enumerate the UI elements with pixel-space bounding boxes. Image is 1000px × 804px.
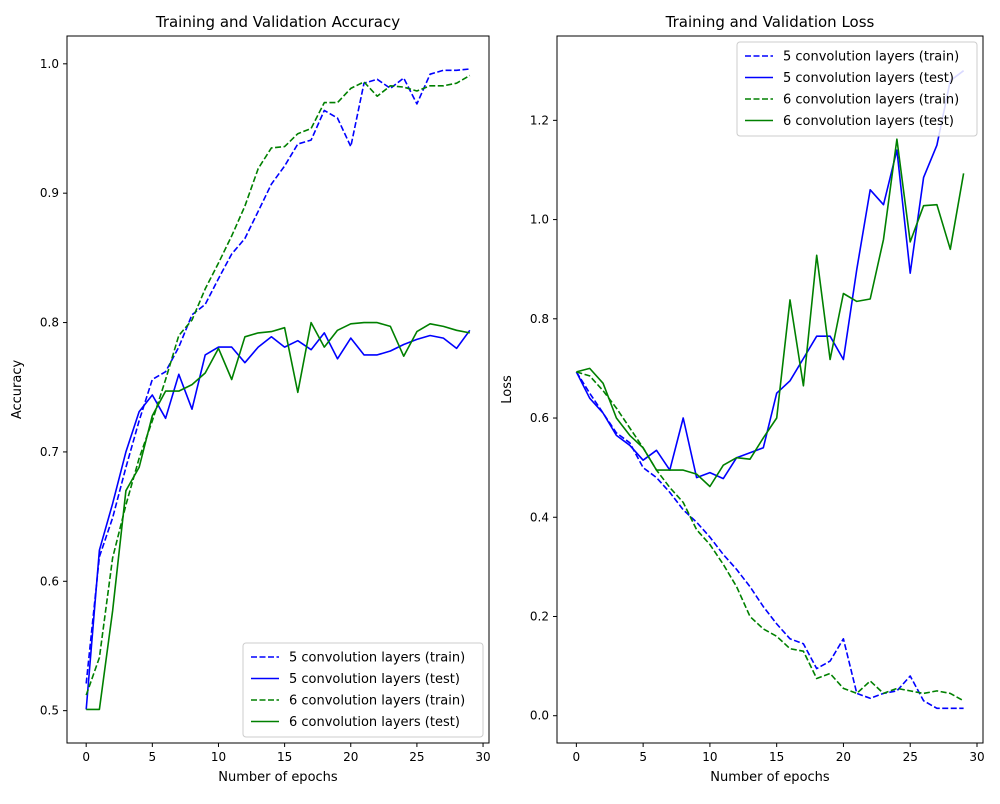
legend-label: 6 convolution layers (test) <box>783 114 954 129</box>
series-line-4 <box>576 138 965 488</box>
x-tick-label: 30 <box>969 750 984 764</box>
y-tick-label: 0.8 <box>40 316 59 330</box>
series-line-3 <box>576 371 964 702</box>
x-tick-label: 25 <box>409 750 424 764</box>
y-tick-label: 0.2 <box>530 609 549 623</box>
legend-label: 5 convolution layers (test) <box>783 71 954 86</box>
series-line-2 <box>85 329 471 710</box>
x-tick-label: 15 <box>769 750 784 764</box>
legend: 5 convolution layers (train) 5 convolutio… <box>242 642 484 738</box>
y-tick-label: 1.0 <box>40 57 59 71</box>
y-tick-label: 0.0 <box>530 709 549 723</box>
legend-label: 5 convolution layers (test) <box>289 672 460 687</box>
legend-label: 6 convolution layers (test) <box>289 715 460 730</box>
x-tick-label: 10 <box>702 750 717 764</box>
legend: 5 convolution layers (train) 5 convolutio… <box>736 41 978 137</box>
legend-box <box>242 642 484 738</box>
series-line-4 <box>86 321 470 711</box>
y-tick-label: 1.0 <box>530 213 549 227</box>
y-tick-label: 0.5 <box>40 704 59 718</box>
y-tick-label: 1.2 <box>530 113 549 127</box>
x-axis-label: Number of epochs <box>218 770 338 785</box>
chart-1: Training and Validation Accuracy 0 5 10 15 20… <box>10 13 491 785</box>
series-line-2 <box>575 70 965 480</box>
y-axis-label: Loss <box>500 375 515 404</box>
x-tick-label: 15 <box>277 750 292 764</box>
plot-frame <box>556 35 984 744</box>
chart-2: Training and Validation Loss 0 5 10 15 20 25 30… <box>500 13 985 785</box>
plot-frame <box>66 35 490 744</box>
x-tick-label: 10 <box>211 750 226 764</box>
y-axis-label: Accuracy <box>10 360 25 420</box>
series-line-3 <box>85 74 471 696</box>
legend-label: 6 convolution layers (train) <box>783 93 959 108</box>
y-tick-label: 0.6 <box>40 574 59 588</box>
y-tick-label: 0.6 <box>530 411 549 425</box>
legend-label: 6 convolution layers (train) <box>289 694 465 709</box>
x-tick-label: 20 <box>836 750 851 764</box>
chart-title: Training and Validation Loss <box>665 13 875 31</box>
legend-label: 5 convolution layers (train) <box>289 651 465 666</box>
x-tick-label: 5 <box>149 750 157 764</box>
x-tick-label: 20 <box>343 750 358 764</box>
legend-box <box>736 41 978 137</box>
x-tick-label: 25 <box>903 750 918 764</box>
y-tick-label: 0.9 <box>40 186 59 200</box>
x-tick-label: 5 <box>639 750 647 764</box>
x-tick-label: 0 <box>82 750 90 764</box>
chart-title: Training and Validation Accuracy <box>155 13 400 31</box>
y-tick-label: 0.8 <box>530 312 549 326</box>
x-tick-label: 30 <box>475 750 490 764</box>
x-axis-label: Number of epochs <box>710 770 830 785</box>
y-tick-label: 0.4 <box>530 510 549 524</box>
series-line-1 <box>85 68 470 684</box>
x-tick-label: 0 <box>573 750 581 764</box>
legend-label: 5 convolution layers (train) <box>783 50 959 65</box>
y-tick-label: 0.7 <box>40 445 59 459</box>
